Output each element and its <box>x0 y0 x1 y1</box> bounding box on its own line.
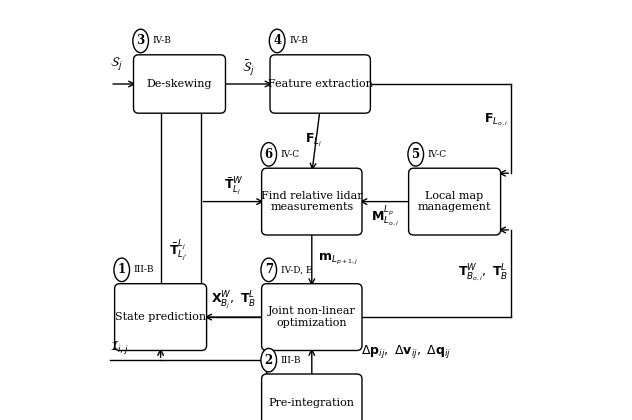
Text: Pre-integration: Pre-integration <box>269 398 355 408</box>
Text: State prediction: State prediction <box>115 312 206 322</box>
Ellipse shape <box>133 29 149 52</box>
Text: 5: 5 <box>411 148 420 161</box>
Text: III-B: III-B <box>134 265 154 274</box>
Text: III-B: III-B <box>281 356 301 365</box>
Text: IV-B: IV-B <box>289 37 308 45</box>
Text: 3: 3 <box>137 34 145 47</box>
Text: $\mathbf{X}^W_{B_j},\ \mathbf{T}^L_B$: $\mathbf{X}^W_{B_j},\ \mathbf{T}^L_B$ <box>212 290 257 312</box>
Ellipse shape <box>269 29 285 52</box>
Text: 4: 4 <box>273 34 281 47</box>
Ellipse shape <box>261 348 277 372</box>
Text: $\mathcal{S}_j$: $\mathcal{S}_j$ <box>110 55 123 72</box>
Text: Local map
management: Local map management <box>418 191 491 213</box>
Text: $\mathbf{M}^{L_p}_{L_{o,i}}$: $\mathbf{M}^{L_p}_{L_{o,i}}$ <box>372 204 399 228</box>
Text: 7: 7 <box>265 263 273 276</box>
Text: $\mathbf{F}_{L_j}$: $\mathbf{F}_{L_j}$ <box>305 132 322 149</box>
Text: IV-C: IV-C <box>281 150 300 159</box>
Text: $\mathcal{I}_{i,j}$: $\mathcal{I}_{i,j}$ <box>110 339 129 356</box>
Text: $\mathbf{m}_{L_{p+1,j}}$: $\mathbf{m}_{L_{p+1,j}}$ <box>318 252 358 267</box>
Ellipse shape <box>114 258 130 281</box>
Text: 6: 6 <box>265 148 273 161</box>
Text: IV-B: IV-B <box>153 37 171 45</box>
Text: $\bar{\mathbf{T}}^W_{L_j}$: $\bar{\mathbf{T}}^W_{L_j}$ <box>224 175 243 197</box>
Text: $\Delta\mathbf{p}_{ij},\ \Delta\mathbf{v}_{ij},\ \Delta\mathbf{q}_{ij}$: $\Delta\mathbf{p}_{ij},\ \Delta\mathbf{v… <box>361 343 451 360</box>
Text: Find relative lidar
measurements: Find relative lidar measurements <box>261 191 363 213</box>
FancyBboxPatch shape <box>114 284 207 350</box>
Ellipse shape <box>261 142 277 166</box>
Text: De-skewing: De-skewing <box>147 79 212 89</box>
FancyBboxPatch shape <box>409 168 501 235</box>
Ellipse shape <box>408 142 423 166</box>
FancyBboxPatch shape <box>133 55 226 113</box>
Text: IV-D, E: IV-D, E <box>281 265 312 274</box>
FancyBboxPatch shape <box>270 55 370 113</box>
FancyBboxPatch shape <box>262 284 362 350</box>
Text: $\mathbf{F}_{L_{o,i}}$: $\mathbf{F}_{L_{o,i}}$ <box>484 112 508 129</box>
Text: $\bar{\mathcal{S}}_j$: $\bar{\mathcal{S}}_j$ <box>241 58 254 78</box>
Text: 1: 1 <box>118 263 126 276</box>
Text: $\bar{\mathbf{T}}^{L_j}_{L_{j^{\prime}}}$: $\bar{\mathbf{T}}^{L_j}_{L_{j^{\prime}}}… <box>169 239 188 263</box>
Text: IV-C: IV-C <box>428 150 447 159</box>
FancyBboxPatch shape <box>262 374 362 420</box>
Text: Joint non-linear
optimization: Joint non-linear optimization <box>268 306 356 328</box>
Text: 2: 2 <box>265 354 273 367</box>
Text: $\mathbf{T}^W_{B_{o,i}},\ \mathbf{T}^L_B$: $\mathbf{T}^W_{B_{o,i}},\ \mathbf{T}^L_B… <box>458 263 508 284</box>
Text: Feature extraction: Feature extraction <box>268 79 373 89</box>
FancyBboxPatch shape <box>262 168 362 235</box>
Ellipse shape <box>261 258 277 281</box>
